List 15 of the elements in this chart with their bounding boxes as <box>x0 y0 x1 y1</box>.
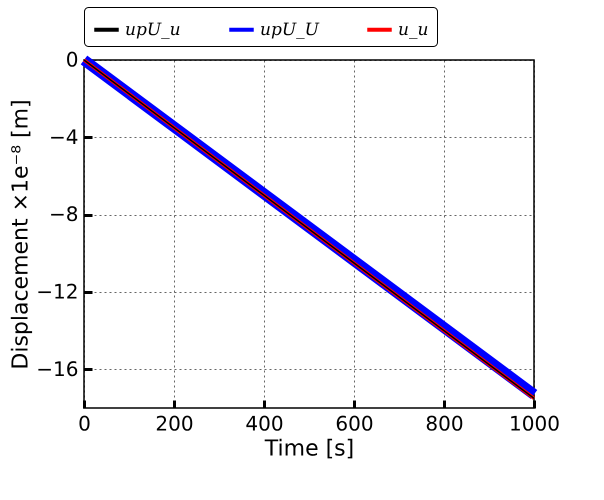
y-axis-title: Displacement ×1e⁻⁸ [m] <box>8 99 34 370</box>
y-tick-label: −16 <box>36 356 78 381</box>
legend-label: upU_U <box>260 20 320 40</box>
y-tick-label: −12 <box>36 280 78 304</box>
x-tick-label: 800 <box>425 412 464 436</box>
legend-label: upU_u <box>125 20 181 40</box>
legend-label: u_u <box>398 20 428 40</box>
y-tick-label: 0 <box>66 48 78 72</box>
x-tick-label: 600 <box>335 412 374 436</box>
y-tick-label: −8 <box>49 202 78 226</box>
x-tick-label: 400 <box>245 412 284 436</box>
x-tick-label: 200 <box>155 412 194 436</box>
x-tick-label: 1000 <box>509 412 560 436</box>
x-axis-title: Time [s] <box>264 436 354 462</box>
y-tick-label: −4 <box>49 124 78 149</box>
